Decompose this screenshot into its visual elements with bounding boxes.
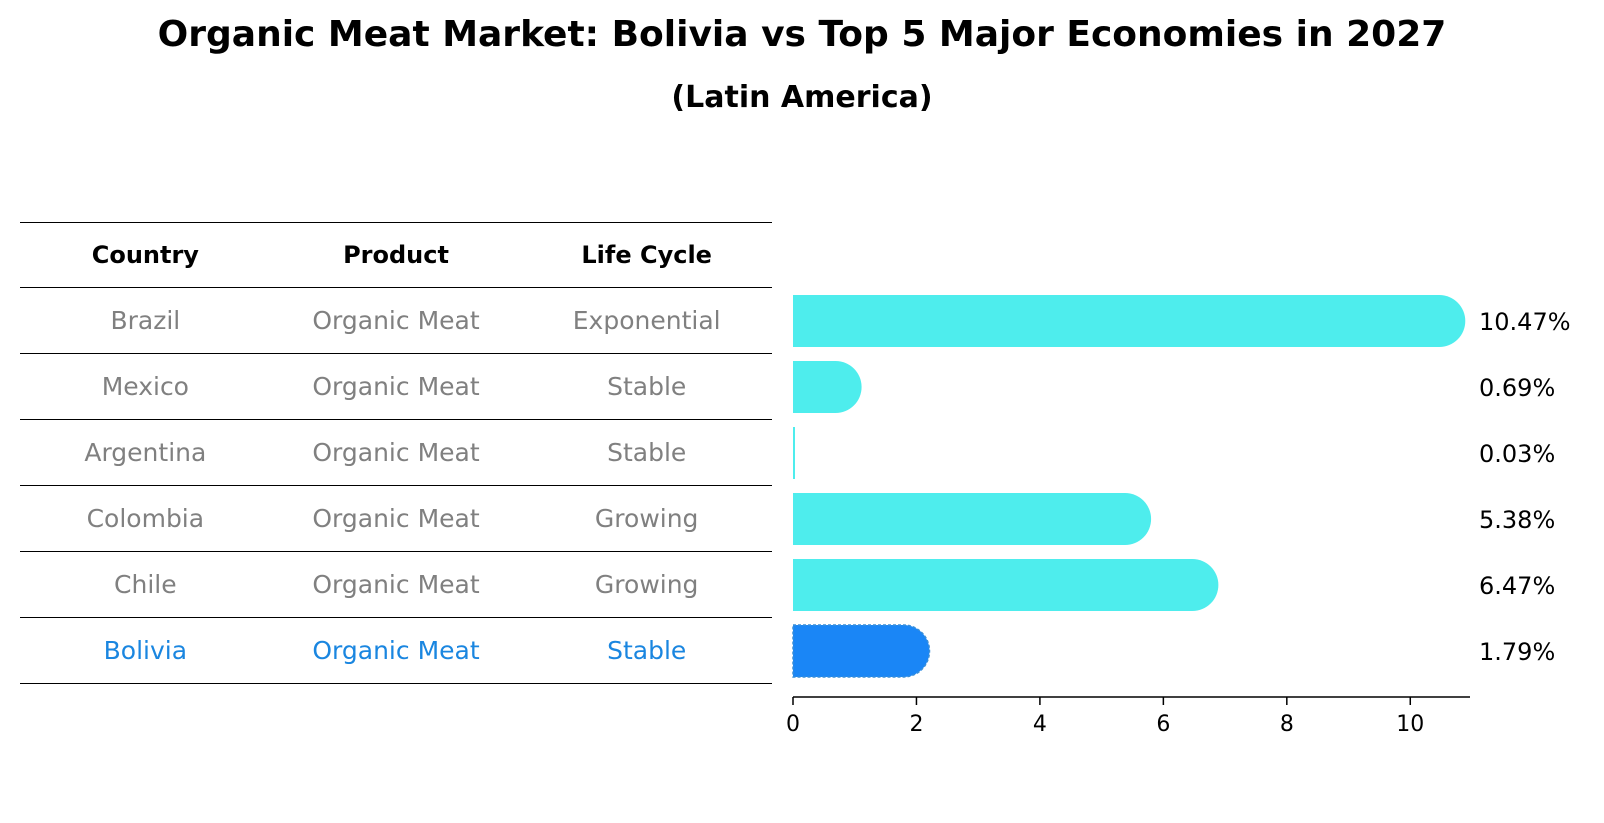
cell-life-cycle: Growing — [594, 504, 699, 533]
cell-country: Mexico — [101, 372, 189, 401]
table-row-highlighted: Bolivia Organic Meat Stable — [20, 618, 772, 684]
header-life-cycle: Life Cycle — [581, 241, 712, 269]
value-label: 6.47% — [1479, 572, 1555, 600]
cell-product: Organic Meat — [312, 504, 480, 533]
cell-country: Argentina — [84, 438, 207, 467]
cell-life-cycle: Stable — [607, 438, 687, 467]
header-product: Product — [343, 241, 449, 269]
cell-life-cycle: Exponential — [572, 306, 721, 335]
bar-bolivia — [792, 624, 931, 678]
cell-product: Organic Meat — [312, 636, 480, 665]
cell-product: Organic Meat — [312, 570, 480, 599]
x-tick-label: 0 — [786, 712, 800, 737]
x-tick-label: 2 — [909, 712, 923, 737]
cell-country: Chile — [114, 570, 177, 599]
cell-product: Organic Meat — [312, 306, 480, 335]
cell-country: Colombia — [86, 504, 205, 533]
x-tick-label: 8 — [1280, 712, 1294, 737]
bar-colombia — [793, 493, 1152, 545]
cell-life-cycle: Stable — [607, 372, 687, 401]
table-row: Chile Organic Meat Growing — [20, 552, 772, 618]
bar-chile — [793, 559, 1219, 611]
value-label: 5.38% — [1479, 506, 1555, 534]
cell-product: Organic Meat — [312, 438, 480, 467]
value-label: 0.69% — [1479, 374, 1555, 402]
value-label: 1.79% — [1479, 638, 1555, 666]
x-tick-label: 10 — [1396, 712, 1424, 737]
cell-country: Bolivia — [103, 636, 188, 665]
cell-country: Brazil — [110, 306, 181, 335]
header-country: Country — [91, 241, 199, 269]
cell-life-cycle: Stable — [607, 636, 687, 665]
cell-product: Organic Meat — [312, 372, 480, 401]
value-label: 0.03% — [1479, 440, 1555, 468]
chart-title: Organic Meat Market: Bolivia vs Top 5 Ma… — [157, 14, 1447, 55]
x-tick-label: 4 — [1033, 712, 1047, 737]
bar-mexico — [793, 361, 862, 413]
bar-argentina — [793, 427, 795, 479]
value-label: 10.47% — [1479, 308, 1571, 336]
table-row: Mexico Organic Meat Stable — [20, 354, 772, 420]
table-header-row: Country Product Life Cycle — [20, 222, 772, 288]
cell-life-cycle: Growing — [594, 570, 699, 599]
table-row: Colombia Organic Meat Growing — [20, 486, 772, 552]
x-tick-label: 6 — [1156, 712, 1170, 737]
bar-brazil — [793, 295, 1466, 347]
chart-subtitle: (Latin America) — [671, 80, 933, 115]
table-row: Argentina Organic Meat Stable — [20, 420, 772, 486]
table-row: Brazil Organic Meat Exponential — [20, 288, 772, 354]
info-table: Country Product Life Cycle Brazil Organi… — [20, 222, 772, 684]
